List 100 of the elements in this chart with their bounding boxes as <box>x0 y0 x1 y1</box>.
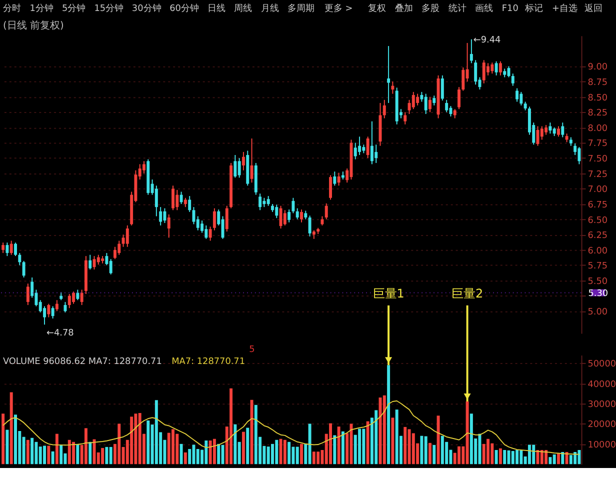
bar <box>109 446 112 464</box>
y-tick-label: 30000 <box>588 400 616 410</box>
bar <box>283 440 286 464</box>
bar <box>192 444 196 464</box>
candlestick <box>68 294 71 309</box>
bar <box>478 434 482 464</box>
candlestick <box>482 60 486 84</box>
candlestick <box>96 254 100 266</box>
bar <box>532 444 536 464</box>
candlestick <box>445 99 448 113</box>
candlestick <box>113 246 116 260</box>
candlestick <box>72 291 76 304</box>
bar <box>329 423 332 464</box>
y-tick-label: 6.25 <box>588 231 608 242</box>
candlestick <box>329 174 332 200</box>
candlestick <box>283 210 286 226</box>
y-tick-label: 7.25 <box>588 170 608 180</box>
text: 5分钟 <box>62 2 86 14</box>
candlestick <box>548 122 552 134</box>
bar <box>212 438 216 464</box>
candlestick <box>26 283 30 306</box>
bar <box>544 450 548 464</box>
candlestick <box>449 106 452 117</box>
candlestick <box>408 99 411 114</box>
candlestick <box>225 205 228 232</box>
bar <box>404 426 407 464</box>
y-tick-label: 6.75 <box>588 200 608 210</box>
bar <box>242 432 245 464</box>
text: 分时 <box>2 2 21 14</box>
bar <box>337 426 340 464</box>
candlestick <box>258 193 262 211</box>
y-tick-label: 8.00 <box>588 124 608 134</box>
bar <box>180 444 183 464</box>
bar <box>60 444 63 464</box>
candlestick <box>494 60 498 76</box>
candlestick <box>47 303 50 318</box>
bar <box>76 444 80 464</box>
candlestick <box>159 206 162 226</box>
text: +自选 <box>552 2 578 14</box>
bar <box>270 444 274 464</box>
y-tick-label: 5.00 <box>588 308 608 318</box>
text: 1分钟 <box>30 2 54 14</box>
candlestick <box>167 214 170 238</box>
candlestick <box>292 197 295 214</box>
candlestick <box>366 136 370 159</box>
candlestick <box>176 189 179 211</box>
candlestick <box>126 224 129 248</box>
bar <box>490 443 494 464</box>
bar <box>234 424 237 464</box>
candlestick <box>142 160 146 174</box>
candlestick <box>6 242 9 257</box>
bar <box>217 444 220 464</box>
candlestick <box>578 146 581 165</box>
bar <box>511 451 514 464</box>
bar <box>569 455 572 464</box>
bar <box>412 433 415 464</box>
text: 5 <box>249 345 255 356</box>
bar <box>556 454 560 464</box>
bar <box>440 436 444 464</box>
bar <box>366 421 370 464</box>
bar <box>130 416 134 464</box>
candlestick <box>462 66 465 92</box>
candlestick <box>498 60 502 76</box>
bar <box>432 444 436 464</box>
candlestick <box>184 197 187 208</box>
bar <box>172 429 174 464</box>
candlestick <box>172 185 174 211</box>
text: 画线 <box>475 2 494 14</box>
candlestick <box>80 289 84 306</box>
text: F10 <box>502 4 519 14</box>
bar <box>486 438 490 464</box>
text: MA7: 128770.71 <box>172 356 246 367</box>
bar <box>68 440 71 464</box>
candlestick <box>490 62 494 74</box>
bar <box>184 452 187 464</box>
annotation: 巨量1 <box>372 286 404 300</box>
text: 复权 <box>368 2 386 14</box>
candlestick <box>382 99 386 119</box>
bar <box>565 452 568 464</box>
candlestick <box>432 95 436 106</box>
text: 标记 <box>524 2 544 14</box>
candlestick <box>154 185 158 217</box>
bar <box>101 448 104 464</box>
bar <box>387 365 390 464</box>
candlestick <box>358 136 362 156</box>
candlestick <box>370 120 374 165</box>
candlestick <box>14 242 17 257</box>
y-tick-label: 5.75 <box>588 262 608 272</box>
bar <box>424 436 428 464</box>
candlestick <box>204 224 208 240</box>
candlestick <box>188 196 192 212</box>
bar <box>118 424 121 464</box>
bar <box>275 440 278 464</box>
candlestick <box>300 209 303 223</box>
candlestick <box>516 88 519 102</box>
candlestick <box>428 96 432 113</box>
bar <box>391 418 394 464</box>
bar <box>6 430 9 464</box>
candlestick <box>391 81 394 94</box>
text: 多股 <box>422 2 440 14</box>
